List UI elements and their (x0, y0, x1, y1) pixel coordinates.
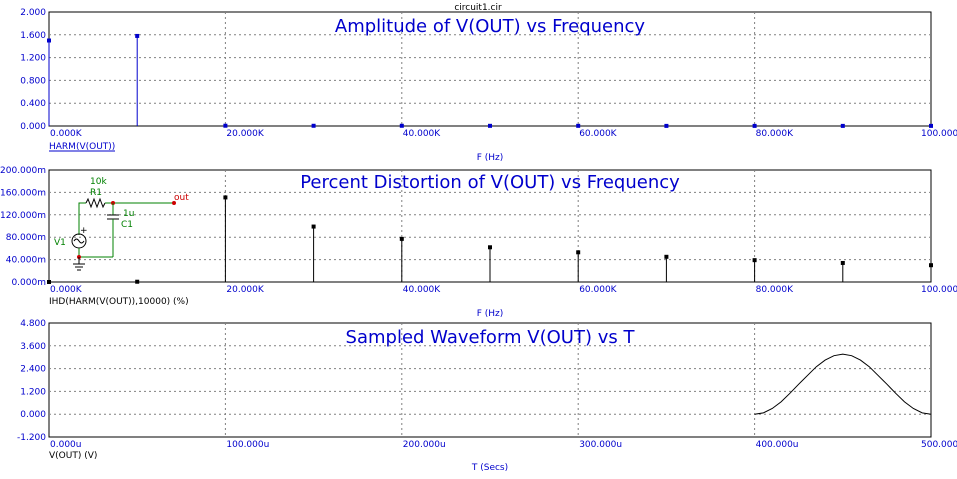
source-name: V1 (54, 238, 66, 248)
plot-title: Sampled Waveform V(OUT) vs T (346, 327, 636, 348)
x-tick-label: 40.000K (403, 129, 441, 139)
y-tick-label: 3.600 (20, 342, 46, 352)
x-tick-label: 200.000u (403, 440, 446, 450)
data-point (752, 258, 757, 263)
data-point (664, 123, 669, 128)
data-point (840, 123, 845, 128)
data-point (929, 123, 933, 128)
data-point (47, 280, 51, 284)
data-point (47, 38, 51, 43)
distortion-plot[interactable]: 0.000m 40.000m 80.000m 120.000m 160.000m 200.… (0, 166, 957, 319)
y-tick-label: 0.800 (20, 76, 46, 86)
plot-title: Percent Distortion of V(OUT) vs Frequenc… (300, 172, 680, 193)
plot-title: Amplitude of V(OUT) vs Frequency (335, 16, 646, 37)
data-point (223, 195, 228, 200)
x-tick-label: 60.000K (579, 129, 617, 139)
data-point (223, 123, 228, 128)
y-tick-label: 0.000 (20, 410, 46, 420)
y-tick-label: 0.400 (20, 99, 46, 109)
x-tick-label: 40.000K (403, 285, 441, 295)
y-tick-label: 160.000m (0, 188, 46, 198)
x-tick-label: 0.000K (50, 285, 83, 295)
amplitude-plot[interactable]: 0.000 0.400 0.800 1.200 1.600 2.000 0.000K 20.0… (20, 8, 957, 163)
y-tick-label: 4.800 (20, 319, 46, 329)
sine-icon (73, 238, 85, 244)
y-tick-label: 80.000m (6, 233, 46, 243)
x-axis-label: T (Secs) (471, 463, 508, 473)
y-tick-label: 1.600 (20, 31, 46, 41)
resistor-name: R1 (90, 188, 102, 198)
wire (78, 202, 86, 235)
data-point (576, 250, 581, 255)
resistor-value: 10k (90, 177, 107, 187)
y-tick-label: 200.000m (0, 166, 46, 176)
x-tick-label: 0.000K (50, 129, 83, 139)
x-tick-label: 100.000K (921, 285, 957, 295)
y-tick-label: 1.200 (20, 54, 46, 64)
y-axis-label: HARM(V(OUT)) (49, 142, 115, 152)
data-point (752, 123, 757, 128)
y-axis-label: V(OUT) (V) (49, 451, 97, 461)
x-axis-label: F (Hz) (477, 153, 504, 163)
y-tick-label: 120.000m (0, 211, 46, 221)
plot-frame (48, 11, 932, 127)
x-tick-label: 500.000u (921, 440, 957, 450)
capacitor-value: 1u (123, 209, 134, 219)
plot-frame (48, 322, 932, 438)
data-point (311, 123, 316, 128)
y-axis-label: IHD(HARM(V(OUT)),10000) (%) (49, 297, 189, 307)
x-tick-label: 100.000K (921, 129, 957, 139)
x-tick-label: 20.000K (226, 129, 264, 139)
data-point (576, 123, 581, 128)
x-tick-label: 60.000K (579, 285, 617, 295)
y-tick-label: -1.200 (17, 433, 46, 443)
y-tick-label: 2.400 (20, 365, 46, 375)
node-dot (172, 201, 176, 205)
y-tick-label: 1.200 (20, 387, 46, 397)
y-tick-label: 0.000m (11, 278, 46, 288)
x-tick-label: 20.000K (226, 285, 264, 295)
data-point (311, 224, 316, 229)
data-point (488, 245, 492, 250)
waveform-plot[interactable]: -1.200 0.000 1.200 2.400 3.600 4.800 0.000u 100… (17, 319, 957, 473)
data-point (135, 279, 140, 284)
data-point (399, 123, 404, 128)
x-tick-label: 300.000u (579, 440, 622, 450)
file-title: circuit1.cir (454, 3, 502, 13)
data-point (488, 123, 492, 128)
data-point (840, 260, 845, 265)
data-point (929, 263, 933, 268)
node-label: out (174, 193, 189, 203)
resistor-symbol (85, 197, 106, 209)
x-tick-label: 0.000u (50, 440, 81, 450)
capacitor-name: C1 (121, 220, 133, 230)
y-tick-label: 0.000 (20, 122, 46, 132)
data-point (399, 236, 404, 241)
x-tick-label: 100.000u (226, 440, 269, 450)
y-tick-label: 2.000 (20, 8, 46, 18)
x-tick-label: 80.000K (756, 129, 794, 139)
x-tick-label: 80.000K (756, 285, 794, 295)
y-tick-label: 40.000m (6, 256, 46, 266)
x-axis-label: F (Hz) (477, 309, 504, 319)
data-point (664, 254, 669, 259)
plus-sign: + (80, 226, 88, 236)
data-point (135, 33, 140, 38)
x-tick-label: 400.000u (756, 440, 799, 450)
data-line (754, 353, 932, 415)
